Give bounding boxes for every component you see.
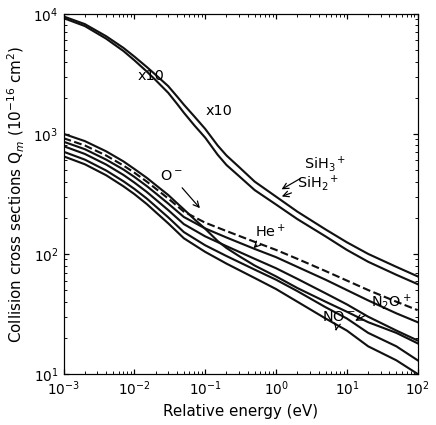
- Text: SiH$_3$$^+$: SiH$_3$$^+$: [283, 154, 347, 189]
- Text: x10: x10: [137, 69, 164, 83]
- Text: NO$^-$: NO$^-$: [322, 310, 356, 330]
- Text: N$_2$O$^+$: N$_2$O$^+$: [356, 292, 412, 320]
- Text: He$^+$: He$^+$: [255, 222, 286, 247]
- Text: x10: x10: [205, 104, 232, 118]
- X-axis label: Relative energy (eV): Relative energy (eV): [163, 404, 318, 419]
- Y-axis label: Collision cross sections Q$_m$ (10$^{-16}$ cm$^2$): Collision cross sections Q$_m$ (10$^{-16…: [6, 45, 27, 343]
- Text: O$^-$: O$^-$: [160, 169, 199, 207]
- Text: SiH$_2$$^+$: SiH$_2$$^+$: [283, 173, 340, 197]
